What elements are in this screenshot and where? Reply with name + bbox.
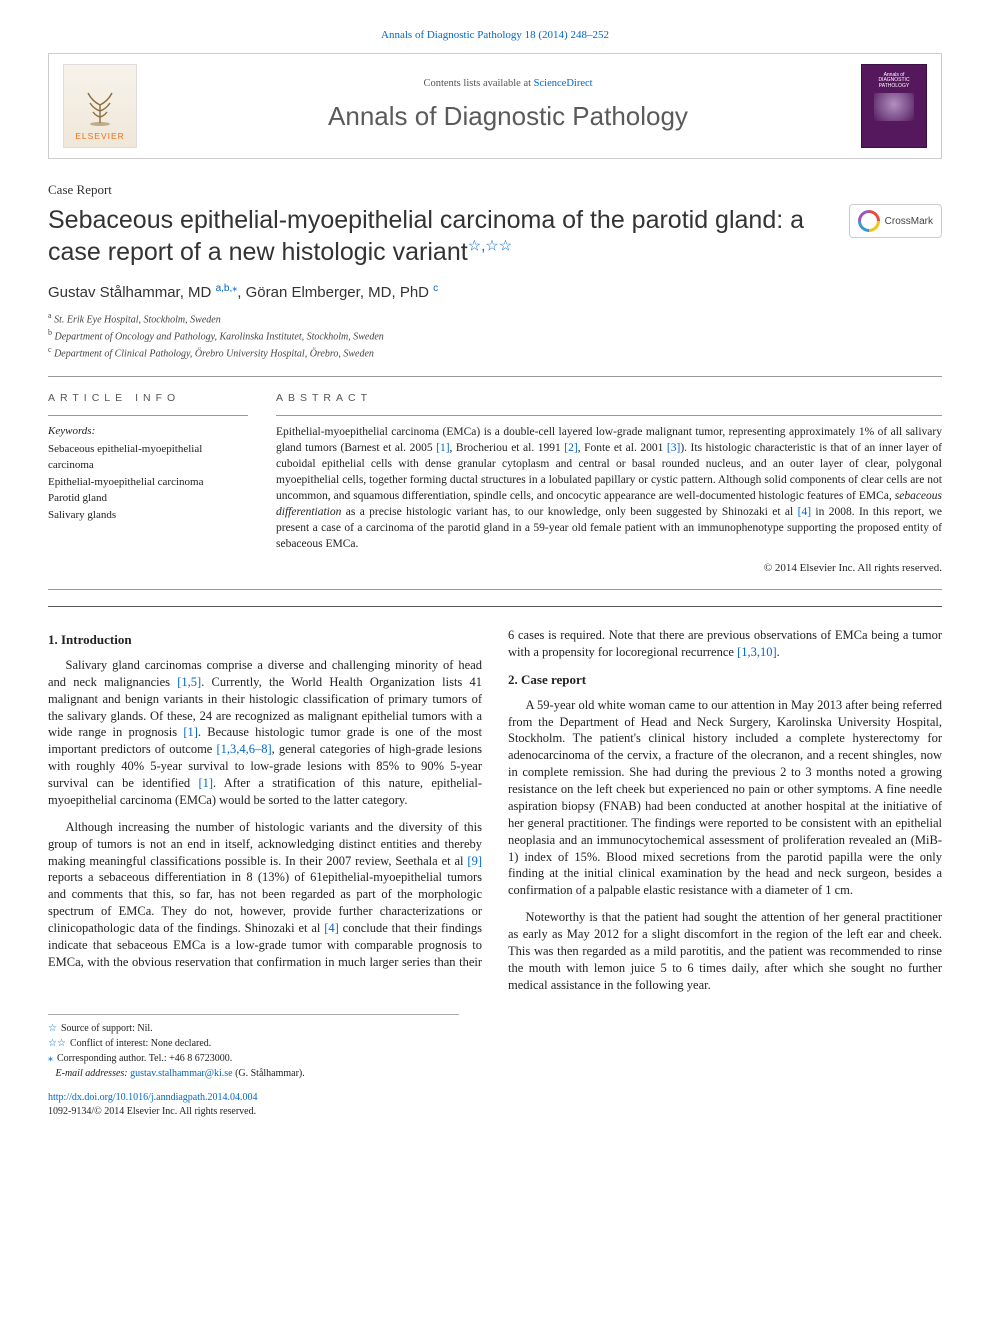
intro-para-1: Salivary gland carcinomas comprise a div… xyxy=(48,657,482,809)
article-info-heading: ARTICLE INFO xyxy=(48,391,248,405)
journal-name: Annals of Diagnostic Pathology xyxy=(155,99,861,134)
masthead-center: Contents lists available at ScienceDirec… xyxy=(155,77,861,134)
crossmark-label: CrossMark xyxy=(885,215,933,229)
ref-link[interactable]: [9] xyxy=(467,854,482,868)
author-list: Gustav Stålhammar, MD a,b,⁎, Göran Elmbe… xyxy=(48,282,942,303)
article-body: 1. Introduction Salivary gland carcinoma… xyxy=(48,627,942,993)
ref-link[interactable]: [4] xyxy=(324,921,339,935)
abstract-copyright: © 2014 Elsevier Inc. All rights reserved… xyxy=(276,561,942,576)
case-para-1: A 59-year old white woman came to our at… xyxy=(508,697,942,900)
affiliation-a: a St. Erik Eye Hospital, Stockholm, Swed… xyxy=(48,310,942,327)
ref-link[interactable]: [1,3,10] xyxy=(737,645,777,659)
article-type: Case Report xyxy=(48,181,942,199)
keywords-label: Keywords: xyxy=(48,424,248,439)
crossmark-icon xyxy=(858,210,880,232)
contents-prefix: Contents lists available at xyxy=(423,78,533,89)
footnotes: ☆Source of support: Nil. ☆☆Conflict of i… xyxy=(48,1014,459,1081)
doi-link[interactable]: http://dx.doi.org/10.1016/j.anndiagpath.… xyxy=(48,1092,258,1103)
ref-link[interactable]: [1,5] xyxy=(177,675,201,689)
footnote-corresponding: ⁎Corresponding author. Tel.: +46 8 67230… xyxy=(48,1051,459,1066)
affiliation-b: b Department of Oncology and Pathology, … xyxy=(48,327,942,344)
sciencedirect-link[interactable]: ScienceDirect xyxy=(534,78,593,89)
footnote-conflict: ☆☆Conflict of interest: None declared. xyxy=(48,1036,459,1051)
keywords-list: Sebaceous epithelial-myoepithelial carci… xyxy=(48,441,248,524)
author-separator: , xyxy=(237,284,245,301)
email-link[interactable]: gustav.stalhammar@ki.se xyxy=(130,1068,232,1079)
author-1-name: Gustav Stålhammar, MD xyxy=(48,284,216,301)
abstract-heading: ABSTRACT xyxy=(276,391,942,405)
affiliations: a St. Erik Eye Hospital, Stockholm, Swed… xyxy=(48,310,942,362)
ref-link[interactable]: [3] xyxy=(667,442,680,454)
ref-link[interactable]: [1] xyxy=(183,725,198,739)
keyword: Epithelial-myoepithelial carcinoma xyxy=(48,474,248,491)
keyword: Salivary glands xyxy=(48,507,248,524)
abstract-text: Epithelial-myoepithelial carcinoma (EMCa… xyxy=(276,424,942,553)
author-2-affil-marks: c xyxy=(433,283,438,294)
divider xyxy=(48,376,942,377)
thick-divider xyxy=(48,606,942,607)
ref-link[interactable]: [4] xyxy=(798,506,811,518)
ref-link[interactable]: [1] xyxy=(198,776,213,790)
issn-copyright: 1092-9134/© 2014 Elsevier Inc. All right… xyxy=(48,1106,256,1117)
article-title: Sebaceous epithelial-myoepithelial carci… xyxy=(48,204,831,268)
journal-cover-thumbnail: Annals of DIAGNOSTIC PATHOLOGY xyxy=(861,64,927,148)
cover-image-icon xyxy=(874,93,914,121)
cover-label: Annals of DIAGNOSTIC PATHOLOGY xyxy=(878,73,909,90)
affiliation-c: c Department of Clinical Pathology, Öreb… xyxy=(48,344,942,361)
section-2-heading: 2. Case report xyxy=(508,671,942,689)
title-footnote-markers: ☆,☆☆ xyxy=(468,238,513,255)
title-text: Sebaceous epithelial-myoepithelial carci… xyxy=(48,206,804,266)
contents-available-line: Contents lists available at ScienceDirec… xyxy=(155,77,861,91)
footnote-email: E-mail addresses: gustav.stalhammar@ki.s… xyxy=(48,1066,459,1081)
author-1-affil-marks: a,b, xyxy=(216,283,233,294)
ref-link[interactable]: [1,3,4,6–8] xyxy=(216,742,271,756)
masthead: ELSEVIER Contents lists available at Sci… xyxy=(48,53,942,159)
article-info-column: ARTICLE INFO Keywords: Sebaceous epithel… xyxy=(48,391,248,576)
footnote-support: ☆Source of support: Nil. xyxy=(48,1021,459,1036)
case-para-2: Noteworthy is that the patient had sough… xyxy=(508,909,942,993)
keyword: Sebaceous epithelial-myoepithelial carci… xyxy=(48,441,248,474)
ref-link[interactable]: [2] xyxy=(564,442,577,454)
author-2-name: Göran Elmberger, MD, PhD xyxy=(246,284,434,301)
elsevier-logo: ELSEVIER xyxy=(63,64,137,148)
journal-citation: Annals of Diagnostic Pathology 18 (2014)… xyxy=(48,28,942,43)
section-1-heading: 1. Introduction xyxy=(48,631,482,649)
divider xyxy=(48,589,942,590)
elsevier-tree-icon xyxy=(80,83,120,127)
abstract-column: ABSTRACT Epithelial-myoepithelial carcin… xyxy=(276,391,942,576)
elsevier-wordmark: ELSEVIER xyxy=(75,131,125,142)
keyword: Parotid gland xyxy=(48,490,248,507)
ref-link[interactable]: [1] xyxy=(436,442,449,454)
crossmark-badge[interactable]: CrossMark xyxy=(849,204,942,238)
footer: http://dx.doi.org/10.1016/j.anndiagpath.… xyxy=(48,1091,942,1119)
